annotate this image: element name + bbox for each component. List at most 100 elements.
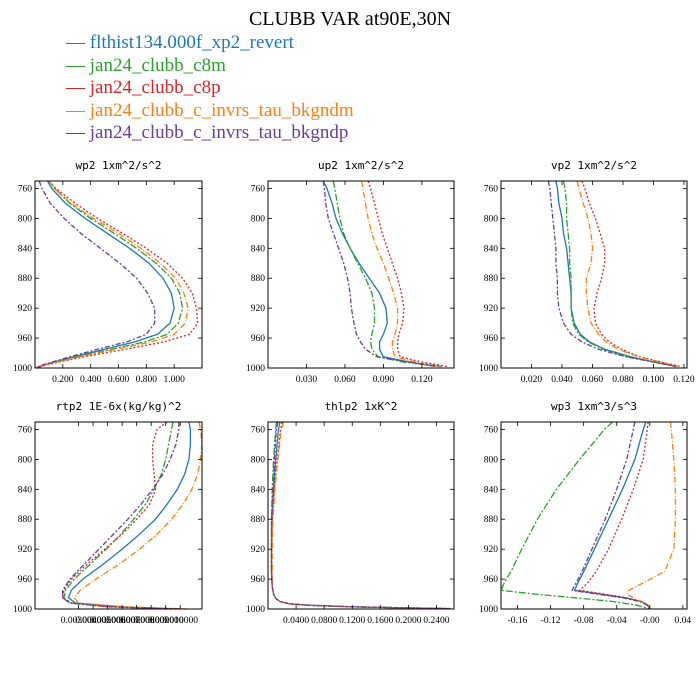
series-group	[35, 181, 199, 368]
chart-panel: vp2 1xm^2/s^2 760 800 840 880 920 960 1000 0.020…	[479, 159, 695, 385]
y-tick-label: 800	[18, 455, 33, 465]
legend-label: jan24_clubb_c_invrs_tau_bkgndm	[89, 99, 354, 121]
panel-title: rtp2 1E-6x(kg/kg)^2	[56, 400, 182, 413]
series-line	[501, 422, 650, 609]
x-tick-label: 0.800	[136, 375, 158, 385]
y-tick-label: 800	[484, 455, 499, 465]
plot-frame	[34, 421, 203, 610]
series-line	[562, 181, 677, 368]
panel-title: wp3 1xm^3/s^3	[551, 400, 637, 413]
y-tick-label: 920	[251, 545, 266, 555]
x-tick-label: 0.010000	[162, 616, 198, 626]
series-line	[573, 422, 651, 609]
series-line	[35, 181, 156, 368]
legend-item: — jan24_clubb_c_invrs_tau_bkgndp	[66, 122, 354, 145]
chart-panel: wp3 1xm^3/s^3 760 800 840 880 920 960 1000 -0.16…	[479, 400, 691, 626]
y-tick-label: 1000	[479, 364, 498, 374]
x-tick-label: 0.006000	[104, 616, 140, 626]
legend-item: — jan24_clubb_c_invrs_tau_bkgndm	[66, 100, 354, 123]
y-tick-label: 880	[18, 515, 33, 525]
series-line	[270, 422, 451, 609]
plot-frame	[267, 421, 455, 610]
y-tick-label: 960	[18, 334, 33, 344]
y-tick-label: 960	[18, 575, 33, 585]
series-line	[73, 422, 202, 609]
y-tick-label: 960	[251, 575, 266, 585]
series-line	[578, 422, 651, 609]
y-tick-label: 1000	[479, 605, 498, 615]
legend-label: jan24_clubb_c8p	[89, 77, 221, 98]
series-line	[270, 422, 451, 609]
series-group	[61, 422, 202, 609]
y-tick-label: 840	[18, 485, 33, 495]
x-tick-label: 0.003000	[61, 616, 97, 626]
x-tick-label: -0.04	[607, 616, 627, 626]
x-tick-label: -0.08	[574, 616, 594, 626]
series-line	[576, 181, 680, 368]
x-tick-label: 0.600	[108, 375, 130, 385]
series-line	[67, 422, 192, 609]
series-line	[367, 181, 448, 368]
y-tick-label: 880	[484, 515, 499, 525]
y-tick-label: 760	[484, 184, 499, 194]
y-tick-label: 800	[251, 214, 266, 224]
x-tick-label: 0.0400	[283, 616, 309, 626]
legend-item: — jan24_clubb_c8p	[66, 77, 354, 100]
x-tick-label: 0.1600	[367, 616, 393, 626]
x-tick-label: 0.020	[521, 375, 543, 385]
x-tick-label: 0.120	[411, 375, 433, 385]
y-tick-label: 760	[18, 425, 33, 435]
figure-title: CLUBB VAR at90E,30N	[248, 8, 452, 30]
panel-title: thlp2 1xK^2	[325, 400, 398, 413]
x-tick-label: 0.030	[296, 375, 318, 385]
x-tick-label: -0.00	[640, 616, 660, 626]
y-tick-label: 920	[251, 304, 266, 314]
series-group	[547, 181, 682, 368]
y-tick-label: 960	[484, 575, 499, 585]
y-tick-label: 920	[18, 545, 33, 555]
x-tick-label: 0.2000	[395, 616, 421, 626]
series-line	[270, 422, 451, 609]
series-line	[571, 422, 651, 609]
y-tick-label: 880	[18, 274, 33, 284]
y-tick-label: 880	[251, 515, 266, 525]
chart-panel: rtp2 1E-6x(kg/kg)^2 760 800 840 880 920 960 100…	[13, 400, 203, 626]
legend-item: — flthist134.000f_xp2_revert	[66, 32, 354, 55]
y-tick-label: 920	[484, 545, 499, 555]
x-tick-label: 0.120	[673, 375, 695, 385]
y-tick-label: 800	[18, 214, 33, 224]
series-line	[322, 181, 442, 368]
x-tick-label: 0.004000	[75, 616, 111, 626]
y-tick-label: 1000	[13, 364, 32, 374]
x-tick-label: 0.090	[373, 375, 395, 385]
series-line	[63, 422, 181, 609]
y-tick-label: 840	[484, 485, 499, 495]
legend-line-icon: —	[66, 32, 90, 53]
x-tick-label: 1.000	[163, 375, 185, 385]
x-tick-label: 0.080	[612, 375, 634, 385]
x-tick-label: 0.008000	[133, 616, 169, 626]
series-line	[271, 422, 451, 609]
legend-line-icon: —	[66, 122, 90, 143]
x-tick-label: 0.0800	[311, 616, 337, 626]
series-group	[322, 181, 448, 368]
legend-label: flthist134.000f_xp2_revert	[89, 32, 294, 53]
series-line	[35, 181, 189, 368]
chart-panel: up2 1xm^2/s^2 760 800 840 880 920 960 1000 0.030…	[246, 159, 455, 385]
x-tick-label: 0.04	[675, 616, 692, 626]
series-line	[61, 422, 181, 609]
series-line	[35, 181, 175, 368]
series-line	[625, 422, 677, 609]
legend: — flthist134.000f_xp2_revert — jan24_clu…	[66, 32, 354, 145]
y-tick-label: 960	[251, 334, 266, 344]
y-tick-label: 840	[251, 244, 266, 254]
legend-item: — jan24_clubb_c8m	[66, 55, 354, 78]
series-line	[555, 181, 677, 368]
plot-frame	[267, 180, 455, 369]
plot-frame	[34, 180, 203, 369]
y-tick-label: 840	[251, 485, 266, 495]
x-tick-label: -0.16	[508, 616, 528, 626]
y-tick-label: 760	[251, 184, 266, 194]
plot-frame	[500, 180, 688, 369]
